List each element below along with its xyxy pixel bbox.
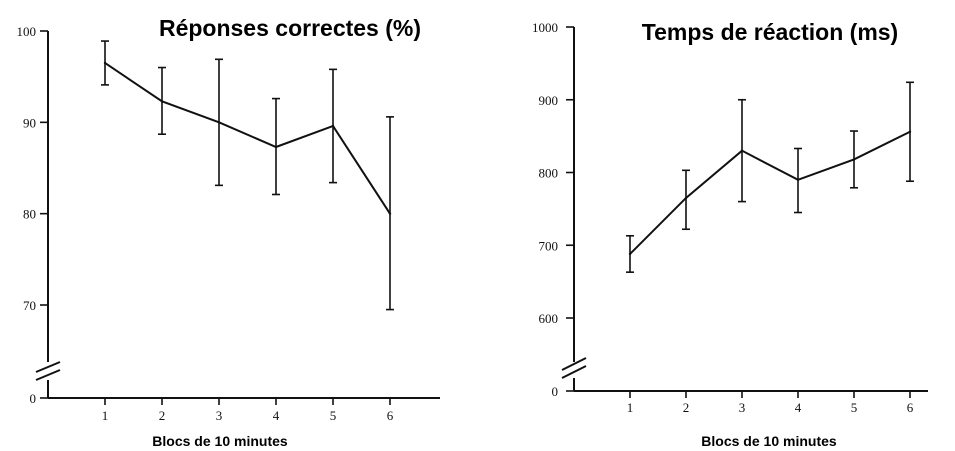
y-tick-label: 700	[539, 238, 559, 253]
x-tick-label: 6	[907, 400, 914, 415]
data-point	[103, 61, 107, 65]
y-tick-label: 90	[23, 115, 36, 130]
data-point	[740, 149, 744, 152]
data-point	[331, 124, 335, 128]
x-axis-label: Blocs de 10 minutes	[701, 433, 837, 449]
x-tick-label: 4	[795, 400, 802, 415]
axis-break-mark	[561, 365, 587, 379]
chart-correct-responses: Réponses correctes (%) 0 Blocs de 10 min…	[0, 0, 470, 451]
y-tick-label: 900	[539, 93, 559, 108]
x-axis-label: Blocs de 10 minutes	[152, 433, 288, 449]
data-point	[628, 252, 632, 256]
chart-marks: 600 700 800 900 1000 1 2 3 4 5 6	[532, 20, 914, 415]
x-tick-label: 2	[683, 400, 690, 415]
data-point	[796, 178, 800, 181]
x-tick-label: 1	[102, 408, 109, 423]
axis-break-mark	[561, 357, 587, 371]
y-tick-label: 0	[30, 391, 37, 406]
x-tick-label: 5	[851, 400, 858, 415]
series-line	[104, 62, 391, 215]
y-tick-label: 600	[539, 311, 559, 326]
x-tick-label: 3	[739, 400, 746, 415]
chart-marks: 70 80 90 100 1 2 3 4 5 6	[17, 24, 394, 423]
x-tick-label: 5	[330, 408, 337, 423]
data-point	[908, 130, 912, 133]
axis-break-mark	[35, 369, 61, 381]
y-tick-label: 70	[23, 298, 36, 313]
y-tick-label: 80	[23, 207, 36, 222]
data-point	[852, 158, 856, 161]
chart-title: Temps de réaction (ms)	[642, 19, 898, 45]
x-tick-label: 4	[273, 408, 280, 423]
data-point	[217, 121, 221, 124]
series-line	[629, 130, 911, 255]
y-tick-label: 100	[17, 24, 37, 39]
chart-svg-reaction-time: Temps de réaction (ms) 0 Blocs de 10 min…	[532, 19, 928, 449]
data-point	[684, 196, 688, 200]
y-tick-label: 800	[539, 166, 559, 181]
data-point	[388, 212, 392, 215]
x-tick-label: 2	[159, 408, 166, 423]
axis-break-mark	[35, 361, 61, 373]
chart-reaction-time: Temps de réaction (ms) 0 Blocs de 10 min…	[478, 0, 955, 451]
y-tick-label: 1000	[532, 20, 558, 35]
x-tick-label: 1	[627, 400, 634, 415]
data-point	[274, 145, 278, 149]
data-point	[160, 100, 164, 103]
x-tick-label: 3	[216, 408, 223, 423]
x-tick-label: 6	[387, 408, 394, 423]
chart-svg-correct-responses: Réponses correctes (%) 0 Blocs de 10 min…	[17, 15, 440, 449]
chart-title: Réponses correctes (%)	[159, 15, 421, 41]
y-tick-label: 0	[552, 384, 559, 399]
error-bar	[682, 169, 690, 231]
